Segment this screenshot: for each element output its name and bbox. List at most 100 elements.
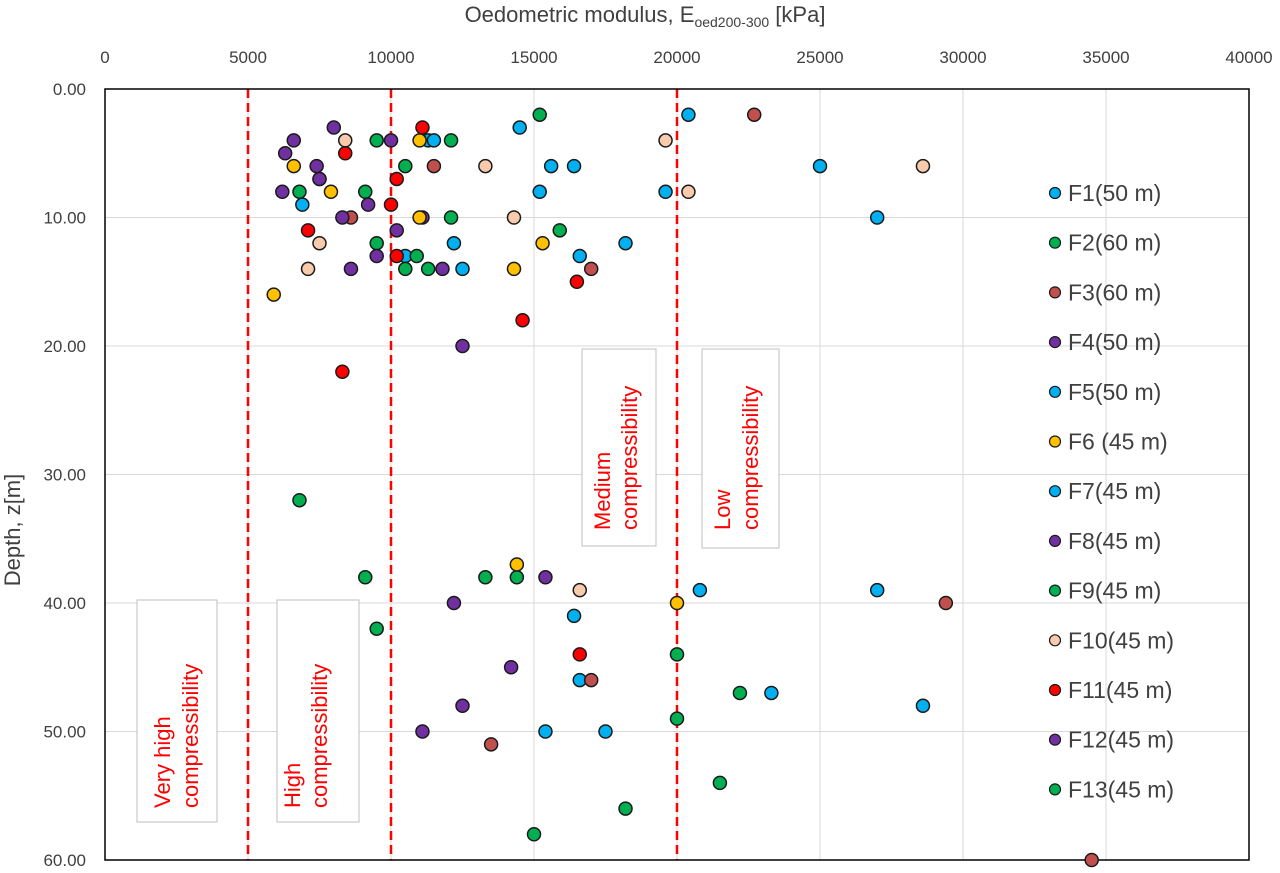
data-point <box>732 685 748 701</box>
x-tick-label: 25000 <box>796 48 843 67</box>
data-point <box>618 235 633 251</box>
legend-marker <box>1048 435 1062 448</box>
svg-text:compressibility: compressibility <box>307 664 332 808</box>
data-point <box>938 595 954 611</box>
svg-text:Low: Low <box>710 490 735 530</box>
data-point <box>712 775 728 791</box>
data-point <box>618 801 633 816</box>
data-point <box>572 248 588 264</box>
data-point <box>398 261 413 277</box>
data-point <box>358 184 373 200</box>
data-point <box>369 621 384 636</box>
annotation-low: Low compressibility <box>701 348 780 549</box>
svg-text:High: High <box>280 763 305 808</box>
data-point <box>266 287 281 302</box>
legend-label: F6 (45 m) <box>1068 429 1168 455</box>
data-point <box>312 235 327 251</box>
data-point <box>869 582 885 598</box>
legend-marker <box>1048 584 1062 597</box>
data-point <box>369 248 384 264</box>
data-point <box>535 235 550 251</box>
plot-frame <box>104 88 1250 861</box>
data-point <box>478 158 493 174</box>
data-point <box>420 261 436 277</box>
data-point <box>478 570 493 585</box>
x-axis-title: Oedometric modulus, Eoed200-300 [kPa] <box>465 2 826 30</box>
data-point <box>915 158 931 174</box>
annotation-very-high: Very high compressibility <box>136 599 218 823</box>
data-point <box>692 582 708 598</box>
legend-marker <box>1048 485 1062 498</box>
legend: F1(50 m) F2(60 m) F3(60 m) F4(50 m) F5(50 m)… <box>1048 180 1174 802</box>
data-point <box>455 261 470 277</box>
data-point <box>323 184 339 200</box>
x-tick-label: 15000 <box>510 48 557 67</box>
data-point <box>415 724 430 739</box>
data-point <box>869 210 885 225</box>
y-tick-label: 30.00 <box>43 466 86 485</box>
x-tick-label: 10000 <box>367 48 414 67</box>
data-point <box>309 158 324 174</box>
data-point <box>435 261 450 277</box>
data-points <box>266 107 1099 868</box>
y-tick-label: 50.00 <box>43 723 86 742</box>
data-point <box>360 197 376 212</box>
data-point <box>343 261 359 277</box>
data-point <box>286 133 302 148</box>
data-point <box>383 197 399 212</box>
data-point <box>915 698 931 714</box>
data-point <box>572 647 588 662</box>
data-point <box>538 570 553 585</box>
y-axis-title: Depth, z[m] <box>0 474 25 586</box>
y-tick-label: 60.00 <box>43 851 86 868</box>
data-point <box>300 261 316 277</box>
data-point <box>572 582 588 598</box>
legend-marker <box>1048 336 1062 349</box>
data-point <box>443 133 459 148</box>
data-point <box>669 595 685 611</box>
data-point <box>426 158 442 174</box>
legend-marker <box>1048 783 1062 796</box>
data-point <box>506 210 522 225</box>
x-tick-label: 5000 <box>229 48 267 67</box>
x-tick-label: 30000 <box>939 48 986 67</box>
svg-text:compressibility: compressibility <box>617 386 642 530</box>
data-point <box>398 158 413 174</box>
data-point <box>566 158 582 174</box>
svg-text:compressibility: compressibility <box>178 664 203 808</box>
data-point <box>746 107 762 122</box>
data-point <box>415 120 430 135</box>
legend-marker <box>1048 286 1062 299</box>
legend-marker <box>1048 634 1062 647</box>
data-point <box>292 184 307 200</box>
legend-label: F3(60 m) <box>1068 279 1161 305</box>
data-point <box>526 827 542 842</box>
data-point <box>389 223 404 238</box>
data-point <box>275 184 290 200</box>
x-tick-label: 35000 <box>1082 48 1129 67</box>
data-point <box>455 698 470 714</box>
data-point <box>337 146 353 161</box>
y-tick-label: 10.00 <box>43 209 86 228</box>
data-point <box>552 223 567 238</box>
legend-label: F5(50 m) <box>1068 379 1161 405</box>
legend-marker <box>1048 534 1062 548</box>
svg-text:Medium: Medium <box>590 452 615 530</box>
x-tick-label: 20000 <box>653 48 700 67</box>
reference-lines <box>246 89 679 860</box>
data-point <box>300 223 316 238</box>
data-point <box>369 133 384 148</box>
legend-marker <box>1048 733 1062 746</box>
data-point <box>532 184 547 200</box>
data-point <box>446 235 462 251</box>
data-point <box>455 338 470 354</box>
data-point <box>658 133 673 148</box>
data-point <box>812 158 828 174</box>
data-point <box>295 197 310 212</box>
data-point <box>681 184 696 200</box>
legend-label: F10(45 m) <box>1068 627 1174 653</box>
data-point <box>1084 852 1099 868</box>
data-point <box>277 146 293 161</box>
legend-label: F7(45 m) <box>1068 478 1161 504</box>
